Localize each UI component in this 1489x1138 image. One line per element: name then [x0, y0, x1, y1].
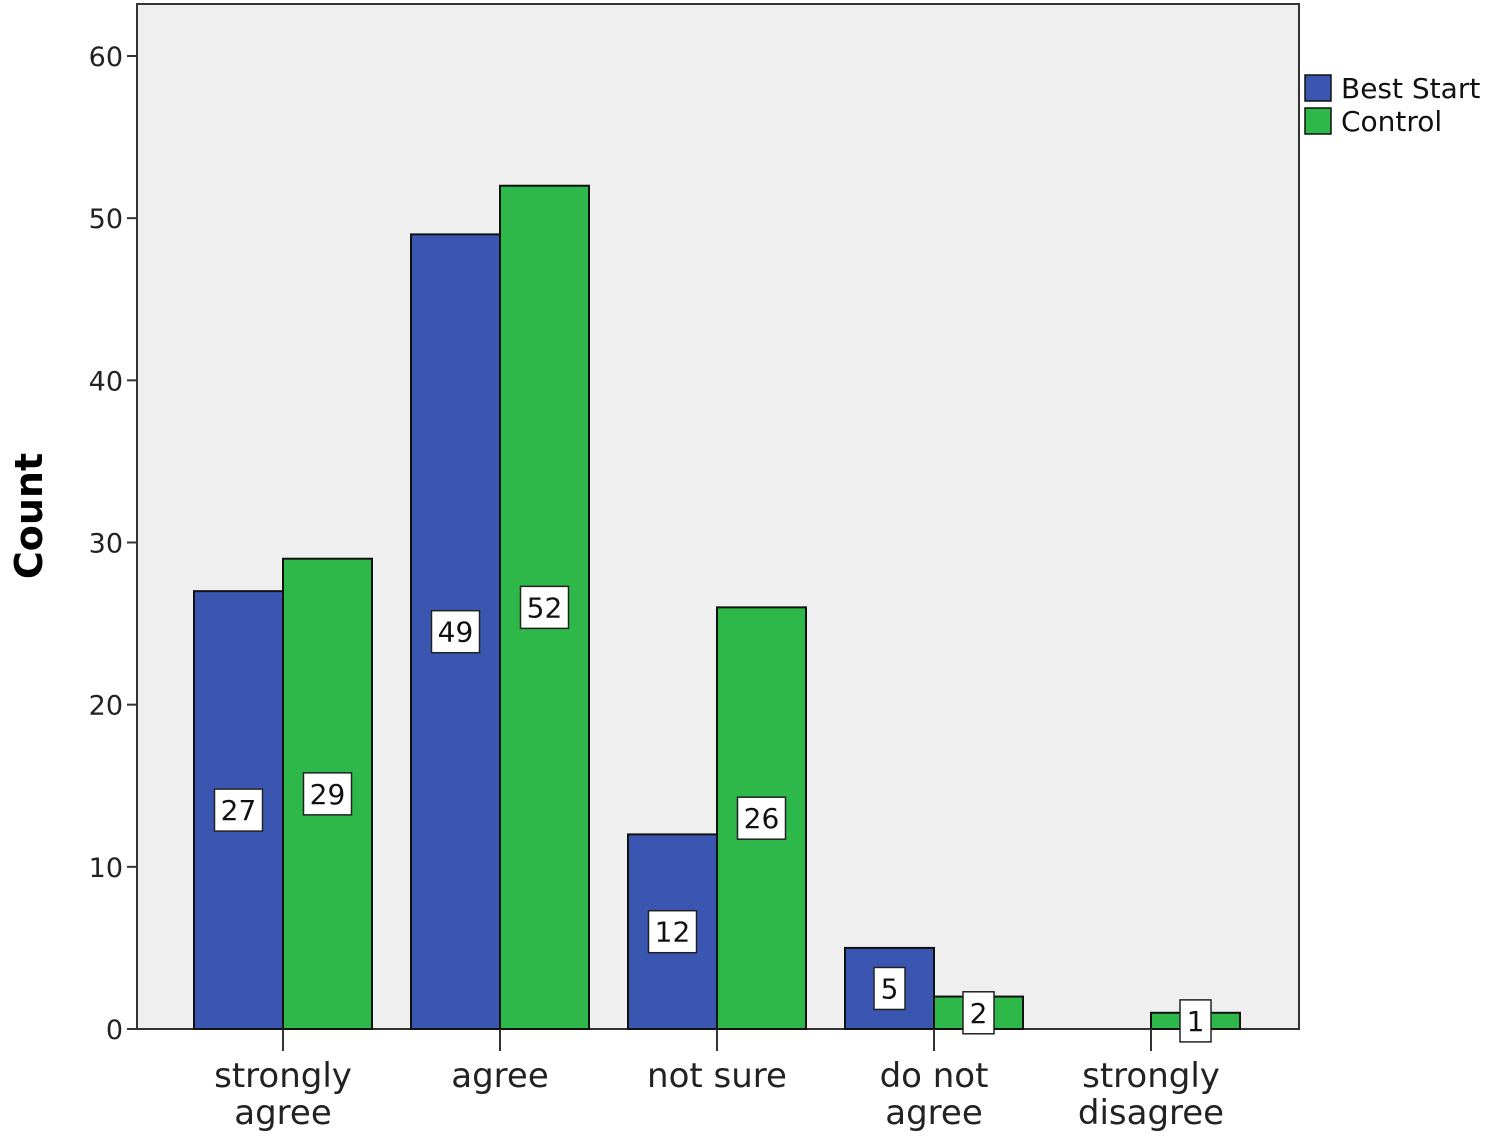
legend-label: Control — [1341, 105, 1442, 138]
x-category-label: strongly disagree — [1078, 1056, 1224, 1133]
y-tick-label: 30 — [89, 529, 123, 560]
y-tick-label: 40 — [89, 366, 123, 397]
data-label-box — [302, 772, 353, 816]
data-label-box — [647, 909, 698, 954]
data-label: 12 — [655, 916, 691, 949]
data-label: 29 — [310, 778, 346, 811]
x-category-label: agree — [451, 1056, 548, 1096]
data-label-box — [736, 796, 787, 840]
data-label: 2 — [970, 997, 988, 1030]
y-tick-label: 0 — [106, 1015, 123, 1046]
data-label-box — [1179, 999, 1212, 1043]
legend-swatch-best-start — [1304, 74, 1332, 102]
x-category-label: not sure — [647, 1056, 787, 1096]
x-category-label-line: strongly — [1082, 1056, 1220, 1096]
data-label: 1 — [1187, 1005, 1205, 1038]
data-label-box — [213, 788, 264, 832]
y-tick-label: 60 — [89, 42, 123, 73]
legend-swatch-control — [1304, 107, 1332, 135]
data-label: 26 — [744, 802, 780, 835]
x-category-label-line: strongly — [214, 1056, 352, 1096]
x-category-label-line: not sure — [647, 1056, 787, 1096]
x-category-label-line: do not — [880, 1056, 989, 1096]
data-label: 5 — [881, 972, 899, 1005]
y-axis: 0 10 20 30 40 50 60 — [89, 42, 137, 1046]
y-tick-label: 50 — [89, 204, 123, 235]
data-label: 52 — [527, 591, 563, 624]
legend-label: Best Start — [1341, 72, 1480, 105]
data-label-box — [873, 966, 906, 1011]
x-category-label: do not agree — [880, 1056, 989, 1133]
x-category-label-line: agree — [234, 1093, 331, 1133]
x-category-label-line: agree — [451, 1056, 548, 1096]
y-tick-label: 20 — [89, 691, 123, 722]
y-axis-title: Count — [7, 453, 51, 579]
data-label-box — [519, 585, 570, 630]
data-label: 27 — [221, 794, 257, 827]
data-label: 49 — [438, 616, 474, 649]
x-category-label-line: disagree — [1078, 1093, 1224, 1133]
x-category-label: strongly agree — [214, 1056, 352, 1133]
x-category-label-line: agree — [885, 1093, 982, 1133]
data-label-box — [962, 991, 995, 1035]
data-label-box — [430, 609, 481, 654]
y-tick-label: 10 — [89, 853, 123, 884]
bar-best-start-3 — [844, 946, 935, 1031]
